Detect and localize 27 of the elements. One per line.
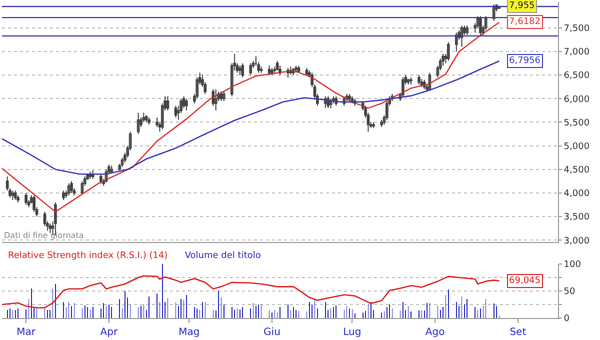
annotation: 6,7956 <box>509 56 541 66</box>
y-tick-label: 3,000 <box>564 236 590 246</box>
y-tick-label: 3,500 <box>564 212 590 223</box>
y-tick-label: 6,500 <box>564 71 590 82</box>
y-tick-label: 50 <box>564 287 576 298</box>
annotation: 7,955 <box>509 1 535 11</box>
y-tick-label: 5,000 <box>564 142 590 152</box>
text: Volume del titolo <box>184 251 262 261</box>
x-tick-label: Apr <box>100 327 118 338</box>
y-tick-label: 7,500 <box>564 24 590 34</box>
y-tick-label: 4,000 <box>564 189 590 200</box>
y-tick-label: 5,500 <box>564 118 590 128</box>
y-tick-label: 6,000 <box>564 94 590 105</box>
x-tick-label: Mar <box>16 327 36 338</box>
x-tick-label: Giu <box>264 327 280 338</box>
annotation: Dati di fine giornata <box>4 231 84 240</box>
annotation: 7,6182 <box>509 17 540 27</box>
x-tick-label: Lug <box>343 327 362 338</box>
y-tick-label: 7,000 <box>564 48 590 58</box>
x-tick-label: Ago <box>425 327 445 338</box>
annotation: 69,045 <box>509 276 540 286</box>
x-tick-label: Set <box>510 327 526 338</box>
y-tick-label: 4,500 <box>564 166 590 176</box>
y-tick-label: 0 <box>564 314 570 324</box>
y-tick-label: 100 <box>564 260 582 270</box>
x-tick-label: Mag <box>178 327 200 338</box>
series-label: Relative Strength index (R.S.I.) (14) <box>8 251 168 261</box>
